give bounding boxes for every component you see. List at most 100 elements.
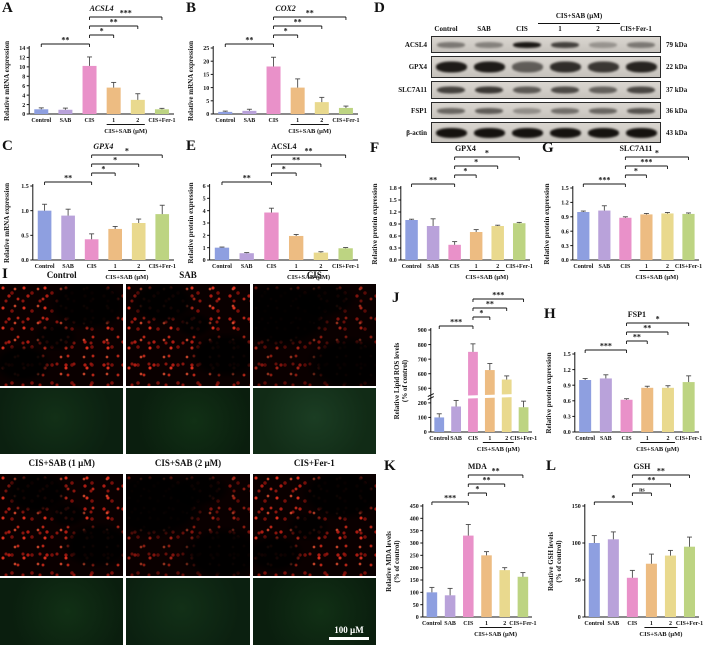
group-label: CIS+SAB (µM)	[287, 274, 330, 281]
panel-I-fluorescence-microscopy: I Control SAB CIS CIS+SAB (1 µM) CIS+SAB (2 …	[0, 266, 376, 645]
x-category-label: Control	[35, 264, 55, 270]
y-tick-label: 450	[410, 504, 419, 510]
y-tick-label: 1.5	[21, 184, 29, 190]
sig-label: **	[61, 36, 69, 45]
axis-break-mark	[427, 393, 435, 398]
panel-letter-J: J	[392, 290, 400, 306]
y-axis-label: Relative mRNA expression	[3, 41, 11, 121]
bar-1	[484, 370, 495, 432]
microscopy-image-row	[0, 474, 376, 576]
x-category-label: CIS+Fer-1	[510, 436, 537, 442]
sig-label: ns	[639, 488, 645, 494]
bar-CIS	[620, 399, 633, 432]
sig-label: *	[284, 27, 288, 36]
y-tick-label: 1.2	[563, 368, 571, 374]
x-category-label: CIS	[450, 264, 461, 270]
blot-kda-label: 43 kDa	[666, 128, 688, 137]
chart-title: GSH	[633, 462, 651, 471]
bar-Control	[588, 543, 600, 617]
y-tick-label: 15	[203, 73, 209, 79]
x-category-label: 2	[319, 264, 322, 270]
bar-SAB	[451, 406, 461, 432]
group-label: CIS+SAB (µM)	[474, 631, 517, 638]
sig-label: ***	[120, 9, 132, 18]
blot-band	[437, 86, 465, 94]
group-label: CIS+SAB (µM)	[105, 274, 148, 281]
blot-lane-label-row: Control SAB CIS 1 2 CIS+Fer-1	[372, 25, 709, 36]
y-tick-label: 20	[203, 59, 209, 65]
blot-band	[513, 86, 541, 94]
bar-SAB	[426, 226, 440, 260]
y-tick-label: 1.2	[561, 201, 569, 207]
sig-label: *	[125, 147, 129, 156]
x-category-label: SAB	[450, 436, 462, 442]
panel-J-lipid-ros-chart: J Relative Lipid ROS levels (% of control)…	[390, 290, 542, 458]
sig-label: **	[492, 467, 500, 476]
y-tick-label: 0.0	[21, 258, 29, 264]
bar-2	[313, 252, 329, 260]
x-category-label: SAB	[62, 264, 74, 270]
x-category-label: Control	[31, 118, 51, 124]
bar-CIS+Fer-1	[155, 214, 170, 260]
y-tick-label: 1.5	[563, 352, 571, 358]
sig-label: *	[282, 165, 286, 174]
blot-band	[435, 127, 467, 138]
y-tick-label: 0	[206, 112, 209, 118]
x-category-label: CIS+Fer-1	[675, 436, 702, 442]
y-tick-label: 700	[418, 357, 427, 363]
microscopy-image-row	[0, 284, 376, 386]
blot-band	[475, 86, 503, 94]
bar-CIS+Fer-1	[512, 223, 526, 260]
bar-2	[130, 99, 145, 114]
x-category-label: Control	[429, 436, 449, 442]
microscopy-column-label: CIS+SAB (2 µM)	[154, 458, 222, 468]
chart-svg-G: SLC7A11 Relative protein expression 0.0 0.3…	[543, 144, 702, 281]
blot-protein-label: ACSL4	[404, 40, 427, 49]
microscopy-image-row: 100 µM	[0, 578, 376, 645]
sig-label: **	[305, 147, 313, 156]
y-tick-label: 0	[424, 430, 427, 436]
microscopy-column-label: SAB	[179, 270, 197, 280]
microscopy-green-image	[252, 388, 376, 454]
blot-row-GPX4: GPX4 22 kDa	[372, 56, 709, 78]
y-axis-label: Relative protein expression	[545, 352, 553, 433]
bar-CIS	[264, 212, 279, 260]
sig-label: *	[100, 27, 104, 36]
panel-L-gsh-chart: L GSH Relative GSH levels (% of control) 0 50…	[544, 458, 709, 643]
x-category-label: CIS+Fer-1	[675, 264, 702, 270]
y-tick-label: 150	[572, 504, 581, 510]
sig-label: **	[294, 18, 302, 27]
group-label: CIS+SAB (µM)	[636, 446, 679, 453]
x-category-label: 2	[137, 264, 140, 270]
y-axis-label: Relative MDA levels	[385, 531, 393, 592]
x-category-label: SAB	[241, 264, 253, 270]
panel-G-slc7a11-protein-chart: G SLC7A11 Relative protein expression 0.0 0.…	[540, 140, 709, 286]
chart-title: ACSL4	[89, 4, 114, 13]
y-tick-label: 50	[575, 578, 581, 584]
y-tick-label: 0.5	[21, 234, 29, 240]
bar-Control	[34, 109, 49, 114]
microscopy-red-image	[0, 474, 124, 576]
x-category-label: CIS	[266, 264, 277, 270]
chart-title: FSP1	[628, 310, 646, 319]
panel-letter-A: A	[2, 0, 13, 16]
bar-SAB	[61, 215, 75, 260]
bar-CIS	[626, 577, 638, 617]
y-tick-label: 250	[410, 554, 419, 560]
bar-Control	[434, 417, 445, 432]
y-tick-label: 5	[203, 197, 206, 203]
blot-band	[473, 127, 505, 138]
sig-label: **	[243, 174, 251, 183]
panel-letter-F: F	[370, 140, 380, 156]
y-tick-label: 900	[418, 328, 427, 334]
x-category-label: Control	[575, 436, 595, 442]
y-tick-label: 3	[203, 221, 206, 227]
y-tick-label: 4	[22, 93, 25, 99]
bar-SAB	[598, 210, 611, 260]
sig-label: **	[245, 36, 253, 45]
panel-letter-C: C	[2, 138, 13, 154]
bar-Control	[405, 220, 418, 260]
x-category-label: SAB	[60, 118, 72, 124]
microscopy-column-label: CIS+Fer-1	[293, 458, 335, 468]
blot-band	[513, 41, 541, 48]
